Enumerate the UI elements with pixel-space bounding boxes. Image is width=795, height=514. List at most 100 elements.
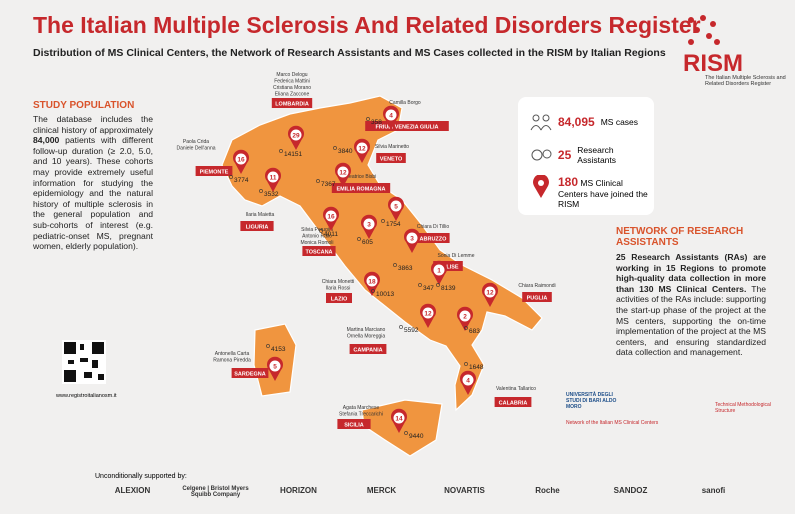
network-logo: Network of the Italian MS Clinical Cente… — [566, 420, 659, 426]
assistant-name: Paola Crida — [183, 139, 209, 145]
region-label-box — [337, 419, 371, 429]
cases: 1648 — [469, 364, 484, 371]
assistant-name: Martina Marciano — [347, 327, 386, 333]
pin-center — [393, 412, 405, 424]
supporter-logo: MERCK — [366, 486, 397, 495]
region-label: TOSCANA — [305, 250, 332, 256]
title: The Italian Multiple Sclerosis And Relat… — [33, 12, 701, 38]
study-text: The database includes the clinical histo… — [33, 114, 153, 252]
assistant-name: Chiara Raimondi — [518, 283, 555, 289]
cases: 3840 — [338, 148, 353, 155]
assistant-name: Chiara Monetti — [322, 279, 355, 285]
assistant-name: Stefania Treccarichi — [339, 412, 383, 418]
case-icon — [229, 175, 233, 179]
cases: 3532 — [264, 191, 279, 198]
case-icon — [393, 263, 397, 267]
supporters-label: Unconditionally supported by: — [95, 473, 187, 480]
case-icon — [436, 283, 440, 287]
rism-logo: RISM The Italian Multiple Sclerosis and … — [683, 14, 786, 87]
pin-center — [484, 286, 496, 298]
assistant-name: Eliana Zaccone — [275, 92, 310, 98]
stat-value: 84,095 — [558, 115, 595, 129]
region-label-box — [416, 233, 450, 243]
pin-center — [269, 360, 281, 372]
pin-center — [267, 171, 279, 183]
study-heading: STUDY POPULATION — [33, 100, 135, 111]
stat-label: MS cases — [600, 117, 639, 127]
case-icon — [333, 146, 337, 150]
cases: 14151 — [284, 151, 302, 158]
assistant-name: Silvia Marinetto — [375, 144, 409, 150]
icon — [530, 114, 552, 131]
assistant-name: Chiara Di Tillio — [417, 224, 449, 230]
region-label-box — [302, 246, 336, 256]
pin-center — [325, 210, 337, 222]
region-label-box — [331, 183, 391, 193]
region-label: EMILIA ROMAGNA — [337, 187, 386, 193]
centers: 14 — [395, 416, 403, 423]
region-label-box — [240, 221, 274, 231]
subtitle: Distribution of MS Clinical Centers, the… — [33, 47, 666, 59]
case-icon — [399, 325, 403, 329]
centers: 18 — [368, 279, 376, 286]
assistant-name: Camilla Borgo — [389, 100, 421, 106]
supporter-logo: NOVARTIS — [444, 486, 485, 495]
pin-center — [363, 218, 375, 230]
case-icon — [316, 179, 320, 183]
centers: 12 — [486, 290, 494, 297]
case-icon — [404, 431, 408, 435]
region-label: VENETO — [380, 157, 403, 163]
case-icon — [357, 237, 361, 241]
icon — [533, 175, 549, 198]
supporter-logo: Roche — [535, 486, 560, 495]
text: The activities of the RAs include: suppo… — [616, 283, 766, 358]
text-bold: 25 Research Assistants (RAs) are working… — [616, 252, 766, 294]
cases: 1754 — [386, 221, 401, 228]
centers: 12 — [339, 170, 347, 177]
region-label: FRIULI VENEZIA GIULIA — [375, 125, 438, 131]
case-icon — [464, 326, 468, 330]
supporter-logo: sanofi — [701, 486, 726, 495]
assistant-name: Ornella Moreggia — [347, 334, 386, 340]
region-label-box — [271, 98, 313, 108]
technical-logo: Technical Methodological Structure — [715, 402, 771, 414]
pin-center — [406, 232, 418, 244]
region-label: SARDEGNA — [234, 372, 266, 378]
cases: 347 — [423, 285, 434, 292]
region-label: LIGURIA — [246, 225, 269, 231]
case-icon — [266, 344, 270, 348]
logo-name: RISM — [683, 50, 743, 77]
region-label-box — [195, 166, 233, 176]
pin-center — [459, 310, 471, 322]
case-icon — [259, 189, 263, 193]
assistant-name: Ramona Piredda — [213, 358, 251, 364]
cases: 3774 — [234, 177, 249, 184]
supporter-logo: Celgene | Bristol Myers Squibb Company — [182, 486, 249, 498]
cases: 683 — [469, 328, 480, 335]
region-label-box — [326, 293, 352, 303]
pin-center — [290, 129, 302, 141]
cases: 3863 — [398, 265, 413, 272]
pin-center — [462, 374, 474, 386]
centers: 11 — [270, 175, 277, 182]
supporter-logo: HORIZON — [280, 486, 317, 495]
pin-center — [385, 109, 397, 121]
cases: 8139 — [441, 285, 456, 292]
case-icon — [371, 289, 375, 293]
centers: 4 — [389, 113, 393, 120]
stat-value: 25 — [557, 148, 572, 162]
stat: 84,095 MS cases — [530, 113, 638, 131]
centers: 29 — [292, 133, 300, 140]
supporters: ALEXION Celgene | Bristol Myers Squibb Co… — [95, 486, 726, 500]
pin-center — [235, 153, 247, 165]
logo-tagline: The Italian Multiple Sclerosis and Relat… — [705, 75, 786, 87]
cases: 7367 — [321, 181, 336, 188]
stat: 180 MS Clinical Centers have joined the … — [530, 175, 654, 209]
supporter-logo: SANDOZ — [613, 486, 648, 495]
region-label-box — [365, 121, 449, 131]
text: patients with different follow-up durati… — [33, 135, 153, 252]
case-icon — [418, 283, 422, 287]
assistant-name: Silvia Perugini — [301, 227, 333, 233]
